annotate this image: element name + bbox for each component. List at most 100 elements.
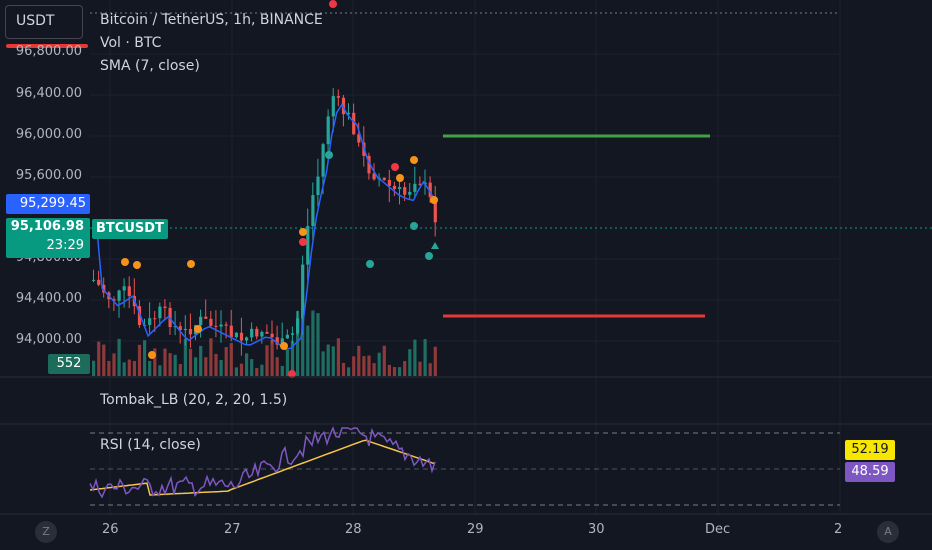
candle-body <box>163 306 167 308</box>
volume-bar <box>107 360 111 376</box>
volume-bar <box>331 346 335 376</box>
candle-body <box>301 264 305 319</box>
rsi-value-badge: 48.59 <box>845 462 895 482</box>
candle-body <box>260 331 264 337</box>
volume-bar <box>229 343 233 376</box>
candle-body <box>357 134 361 143</box>
candle-body <box>127 286 131 297</box>
candle-body <box>392 185 397 190</box>
price-label: 95,600.00 <box>15 168 82 183</box>
volume-bar <box>423 339 427 376</box>
candle-body <box>214 325 218 327</box>
candle-body <box>311 195 315 227</box>
currency-button[interactable]: USDT <box>5 5 83 39</box>
price-label: 96,000.00 <box>15 127 82 142</box>
candle-body <box>173 326 177 328</box>
price-label: 96,800.00 <box>15 44 82 59</box>
volume-bar <box>255 367 259 376</box>
signal-marker <box>425 252 433 260</box>
candle-body <box>122 286 126 291</box>
date-label: 30 <box>588 522 605 537</box>
signal-marker <box>187 260 195 268</box>
candle-body <box>382 177 386 180</box>
candle-body <box>137 306 142 326</box>
candle-body <box>408 191 412 195</box>
volume-bars <box>92 310 437 376</box>
signal-marker <box>280 342 288 350</box>
volume-bar <box>265 345 269 376</box>
volume-bar <box>250 359 254 376</box>
signal-marker <box>299 238 307 246</box>
candlesticks <box>92 88 437 356</box>
volume-bar <box>290 340 295 376</box>
candle-body <box>188 328 193 335</box>
volume-bar <box>188 348 193 376</box>
crosshair-price-badge: 95,299.45 <box>6 194 90 214</box>
tombak-legend[interactable]: Tombak_LB (20, 2, 20, 1.5) <box>100 392 288 408</box>
z-button[interactable]: Z <box>35 521 57 543</box>
volume-bar <box>418 361 422 376</box>
candle-body <box>321 144 325 177</box>
sma-line <box>92 103 435 351</box>
signal-marker <box>431 242 439 249</box>
candle-body <box>178 326 182 331</box>
volume-bar <box>224 347 228 376</box>
date-label: 26 <box>102 522 119 537</box>
volume-bar <box>275 357 279 376</box>
volume-bar <box>163 348 167 376</box>
volume-bar <box>413 339 417 376</box>
volume-bar <box>137 344 142 376</box>
volume-bar <box>352 356 356 376</box>
date-label: 29 <box>467 522 484 537</box>
volume-bar <box>158 365 162 376</box>
signal-markers <box>121 0 439 378</box>
volume-bar <box>336 338 340 376</box>
candle-body <box>219 324 223 327</box>
volume-bar <box>117 338 121 376</box>
price-label: 94,400.00 <box>15 291 82 306</box>
symbol-title[interactable]: Bitcoin / TetherUS, 1h, BINANCE <box>100 12 323 28</box>
volume-bar <box>122 362 126 376</box>
candle-body <box>255 328 259 337</box>
signal-marker <box>410 156 418 164</box>
candle-body <box>331 96 335 117</box>
rsi-legend[interactable]: RSI (14, close) <box>100 437 201 453</box>
candle-body <box>428 182 432 198</box>
signal-marker <box>121 258 129 266</box>
candle-body <box>117 290 121 301</box>
candle-body <box>265 331 269 334</box>
volume-bar <box>127 359 131 376</box>
candle-body <box>112 299 116 301</box>
volume-legend[interactable]: Vol · BTC <box>100 35 162 51</box>
candle-body <box>433 197 437 223</box>
volume-bar <box>148 360 152 376</box>
countdown-timer: 23:29 <box>46 238 84 253</box>
auto-scale-button[interactable]: A <box>877 521 899 543</box>
volume-bar <box>301 317 305 376</box>
candle-body <box>183 328 187 331</box>
volume-bar <box>408 349 412 376</box>
volume-bar <box>387 364 391 376</box>
currency-button-label: USDT <box>16 13 55 29</box>
candle-body <box>158 306 162 319</box>
candle-body <box>204 316 208 319</box>
candle-body <box>296 318 300 334</box>
candle-body <box>270 333 274 338</box>
sma-legend[interactable]: SMA (7, close) <box>100 58 200 74</box>
volume-bar <box>392 367 397 376</box>
volume-bar <box>234 367 238 376</box>
volume-bar <box>341 362 346 376</box>
candle-body <box>97 279 101 285</box>
volume-bar <box>403 361 407 376</box>
candle-body <box>280 338 284 345</box>
signal-marker <box>299 228 307 236</box>
candle-body <box>336 96 340 98</box>
date-label: 2 <box>834 522 843 537</box>
volume-bar <box>112 353 116 376</box>
volume-bar <box>285 349 289 376</box>
candle-body <box>316 176 320 196</box>
volume-bar <box>219 360 223 376</box>
volume-bar <box>377 352 381 376</box>
volume-bar <box>239 363 244 376</box>
